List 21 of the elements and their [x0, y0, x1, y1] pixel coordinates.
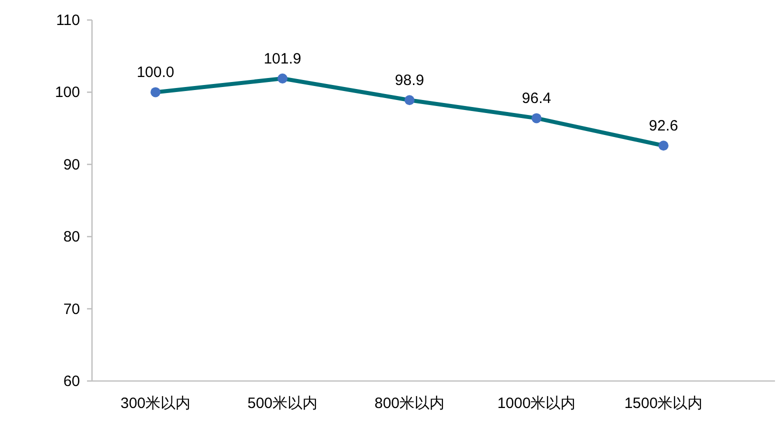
data-label: 100.0: [136, 64, 174, 82]
x-tick-label: 1000米以内: [497, 395, 576, 412]
point: [658, 140, 668, 151]
x-tick-label: 1500米以内: [624, 395, 703, 412]
y-tick-label: 110: [56, 12, 80, 29]
x-tick-label: 500米以内: [247, 395, 318, 412]
point: [404, 95, 414, 106]
point: [278, 73, 288, 84]
y-tick-label: 70: [63, 300, 80, 318]
point: [150, 87, 160, 98]
y-tick-label: 90: [63, 156, 80, 174]
data-label: 98.9: [394, 72, 424, 90]
data-label: 101.9: [264, 50, 302, 68]
y-tick-label: 80: [63, 228, 80, 246]
y-tick-label: 100: [54, 84, 80, 102]
data-label: 96.4: [522, 90, 552, 108]
y-tick-label: 60: [63, 373, 80, 390]
x-tick-label: 300米以内: [120, 395, 191, 412]
data-label: 92.6: [648, 118, 678, 135]
point: [532, 113, 542, 124]
x-tick-label: 800米以内: [374, 395, 445, 412]
